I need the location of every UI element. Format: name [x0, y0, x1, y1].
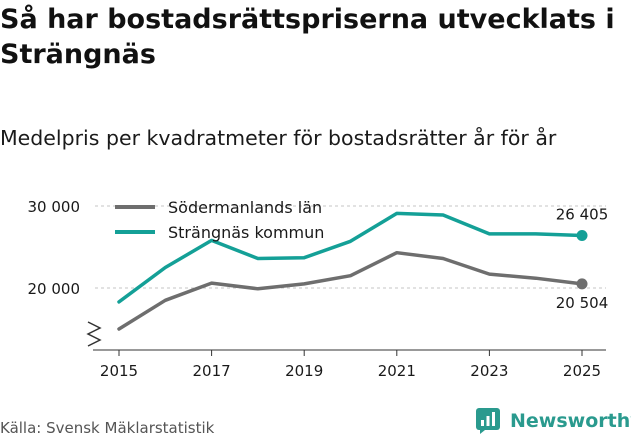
brand-name: Newsworthy [510, 410, 631, 432]
x-tick-label: 2021 [378, 362, 416, 380]
series-line-strangnas [117, 211, 584, 304]
newsworthy-logo-icon [476, 408, 500, 434]
chart-subtitle: Medelpris per kvadratmeter för bostadsrä… [0, 126, 557, 150]
x-tick-label: 2019 [285, 362, 323, 380]
gridlines: 20 000 30 000 [28, 198, 606, 298]
legend: Södermanlands län Strängnäs kommun [115, 198, 324, 242]
x-tick-label: 2025 [563, 362, 601, 380]
series-end-point [576, 278, 588, 290]
chart-title: Så har bostadsrättspriserna utvecklats i… [0, 4, 615, 70]
x-tick-label: 2023 [470, 362, 508, 380]
y-tick-label: 30 000 [28, 198, 81, 216]
line-chart: 20 000 30 000 2015 2017 2019 2021 2023 2025 Sö… [28, 198, 609, 380]
series [117, 211, 588, 331]
series-end-point [576, 229, 588, 241]
y-tick-label: 20 000 [28, 280, 81, 298]
legend-label-sodermanland: Södermanlands län [168, 198, 322, 217]
y-axis-break-icon [86, 321, 102, 347]
source-note: Källa: Svensk Mäklarstatistik [0, 419, 215, 437]
end-value-label: 20 504 [556, 294, 609, 312]
end-labels: 20 504 26 405 [556, 205, 609, 311]
x-tick-label: 2015 [100, 362, 138, 380]
axes: 2015 2017 2019 2021 2023 2025 [86, 321, 606, 380]
brand-logo: Newsworthy [476, 408, 631, 434]
end-value-label: 26 405 [556, 205, 609, 223]
legend-label-strangnas: Strängnäs kommun [168, 223, 324, 242]
series-line-sodermanland [117, 250, 584, 331]
x-tick-label: 2017 [193, 362, 231, 380]
